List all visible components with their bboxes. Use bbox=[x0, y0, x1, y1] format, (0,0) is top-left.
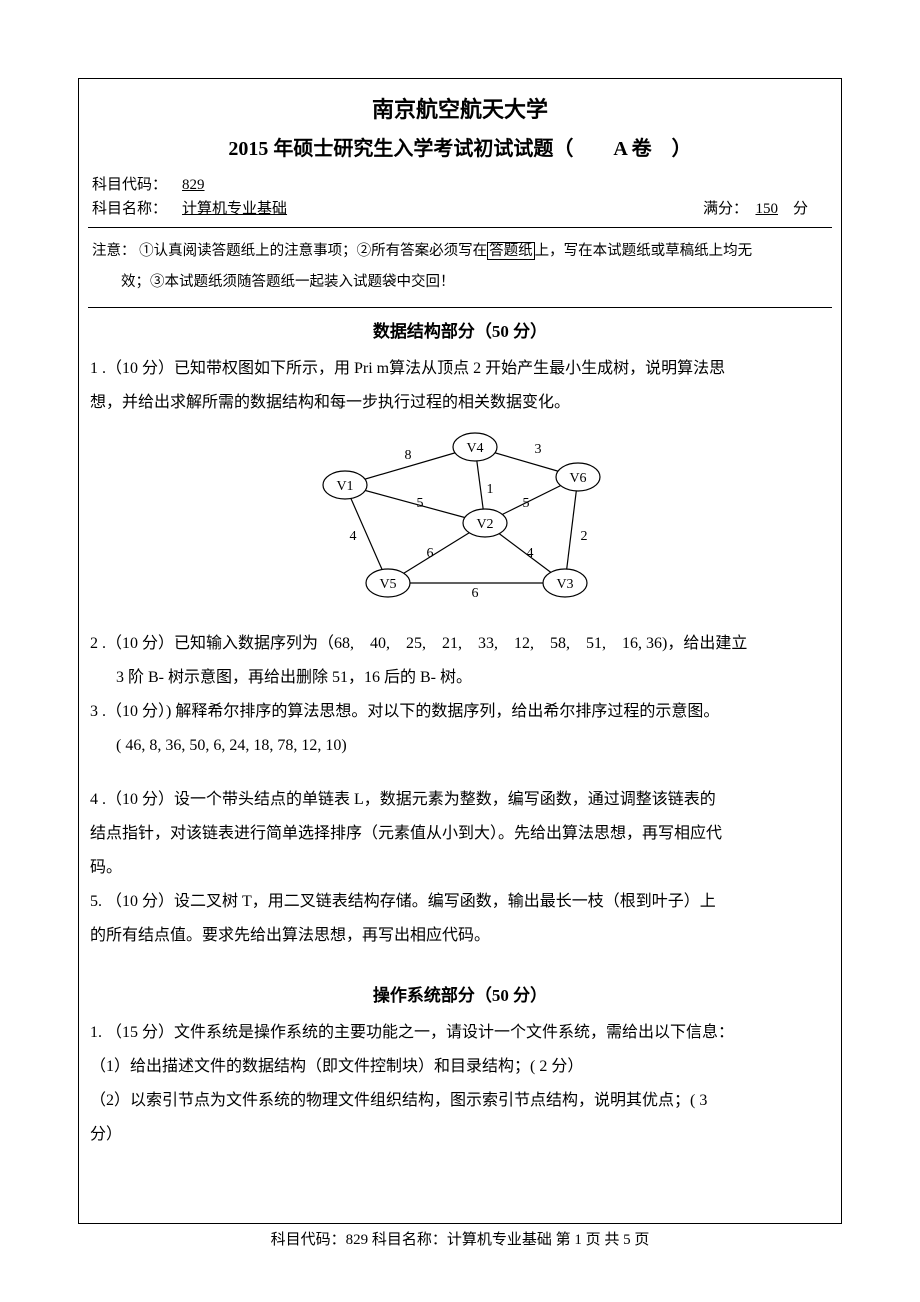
os-q1-line3: （2）以索引节点为文件系统的物理文件组织结构，图示索引节点结构，说明其优点；( … bbox=[88, 1085, 832, 1117]
notice-text-1a: ①认真阅读答题纸上的注意事项；②所有答案必须写在 bbox=[139, 243, 487, 259]
svg-text:V3: V3 bbox=[556, 577, 573, 592]
svg-text:8: 8 bbox=[405, 448, 412, 463]
ds-q1-line2: 想，并给出求解所需的数据结构和每一步执行过程的相关数据变化。 bbox=[88, 387, 832, 419]
graph-svg: 8 3 1 5 5 4 2 6 4 6 V1 V4 V6 V2 V5 V3 bbox=[300, 425, 620, 610]
os-q1-line2: （1）给出描述文件的数据结构（即文件控制块）和目录结构；( 2 分） bbox=[88, 1051, 832, 1083]
svg-text:4: 4 bbox=[527, 546, 534, 561]
notice-boxed: 答题纸 bbox=[487, 242, 535, 260]
notice-label: 注意： bbox=[92, 243, 136, 259]
full-score: 150 bbox=[755, 201, 778, 217]
ds-q4-line1: 4 .（10 分）设一个带头结点的单链表 L，数据元素为整数，编写函数，通过调整… bbox=[88, 784, 832, 816]
notice-block: 注意： ①认真阅读答题纸上的注意事项；②所有答案必须写在答题纸上，写在本试题纸或… bbox=[88, 228, 832, 307]
exam-title: 2015 年硕士研究生入学考试初试试题（ A 卷 ） bbox=[88, 133, 832, 165]
svg-text:1: 1 bbox=[487, 482, 494, 497]
score-unit: 分 bbox=[793, 201, 808, 217]
university-title: 南京航空航天大学 bbox=[88, 92, 832, 127]
svg-text:V4: V4 bbox=[466, 441, 483, 456]
ds-q5-line1: 5. （10 分）设二叉树 T，用二叉链表结构存储。编写函数，输出最长一枝（根到… bbox=[88, 886, 832, 918]
svg-text:5: 5 bbox=[417, 496, 424, 511]
graph-figure: 8 3 1 5 5 4 2 6 4 6 V1 V4 V6 V2 V5 V3 bbox=[88, 425, 832, 610]
divider-2 bbox=[88, 307, 832, 308]
svg-text:V1: V1 bbox=[336, 479, 353, 494]
page-footer: 科目代码：829 科目名称：计算机专业基础 第 1 页 共 5 页 bbox=[0, 1228, 920, 1252]
ds-q3-line2: ( 46, 8, 36, 50, 6, 24, 18, 78, 12, 10) bbox=[88, 730, 832, 762]
subject-name-label: 科目名称： bbox=[92, 201, 167, 217]
subject-code-label: 科目代码： bbox=[92, 177, 167, 193]
svg-text:6: 6 bbox=[472, 586, 479, 601]
ds-q1-line1: 1 .（10 分）已知带权图如下所示，用 Pri m算法从顶点 2 开始产生最小… bbox=[88, 353, 832, 385]
ds-q2-line2: 3 阶 B- 树示意图，再给出删除 51，16 后的 B- 树。 bbox=[88, 662, 832, 694]
meta-right: 满分： 150 分 bbox=[703, 197, 828, 221]
ds-q5-line2: 的所有结点值。要求先给出算法思想，再写出相应代码。 bbox=[88, 920, 832, 952]
meta-row: 科目代码： 829 科目名称： 计算机专业基础 满分： 150 分 bbox=[88, 173, 832, 227]
meta-left: 科目代码： 829 科目名称： 计算机专业基础 bbox=[92, 173, 287, 221]
ds-section-title: 数据结构部分（50 分） bbox=[88, 318, 832, 345]
notice-text-2: 效；③本试题纸须随答题纸一起装入试题袋中交回！ bbox=[121, 274, 455, 290]
svg-text:2: 2 bbox=[581, 529, 588, 544]
svg-text:3: 3 bbox=[535, 442, 542, 457]
ds-q2-line1: 2 .（10 分）已知输入数据序列为（68, 40, 25, 21, 33, 1… bbox=[88, 628, 832, 660]
subject-name: 计算机专业基础 bbox=[182, 201, 287, 217]
svg-text:6: 6 bbox=[427, 546, 434, 561]
svg-text:V2: V2 bbox=[476, 517, 493, 532]
os-section-title: 操作系统部分（50 分） bbox=[88, 982, 832, 1009]
ds-q4-line2: 结点指针，对该链表进行简单选择排序（元素值从小到大）。先给出算法思想，再写相应代 bbox=[88, 818, 832, 850]
os-q1-line1: 1. （15 分）文件系统是操作系统的主要功能之一，请设计一个文件系统，需给出以… bbox=[88, 1017, 832, 1049]
svg-text:4: 4 bbox=[350, 529, 357, 544]
ds-q4-line3: 码。 bbox=[88, 852, 832, 884]
subject-code: 829 bbox=[182, 177, 205, 193]
full-score-label: 满分： bbox=[703, 201, 748, 217]
svg-text:V5: V5 bbox=[379, 577, 396, 592]
os-q1-line4: 分） bbox=[88, 1119, 832, 1151]
svg-text:V6: V6 bbox=[569, 471, 586, 486]
notice-text-1b: 上，写在本试题纸或草稿纸上均无 bbox=[535, 243, 753, 259]
svg-text:5: 5 bbox=[523, 496, 530, 511]
ds-q3-line1: 3 .（10 分）) 解释希尔排序的算法思想。对以下的数据序列，给出希尔排序过程… bbox=[88, 696, 832, 728]
page-content: 南京航空航天大学 2015 年硕士研究生入学考试初试试题（ A 卷 ） 科目代码… bbox=[88, 88, 832, 1214]
